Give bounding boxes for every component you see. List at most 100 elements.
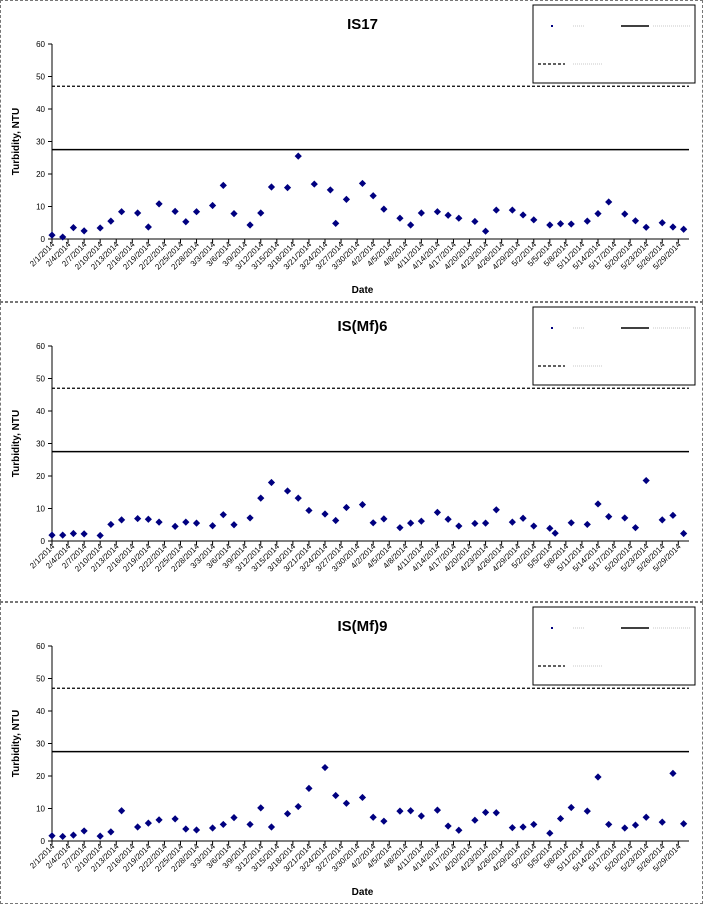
data-point bbox=[267, 478, 276, 487]
chart-title: IS(Mf)9 bbox=[338, 618, 388, 635]
data-point bbox=[208, 522, 217, 530]
data-point bbox=[642, 476, 650, 485]
data-point bbox=[680, 820, 688, 828]
data-point bbox=[69, 529, 78, 538]
data-point bbox=[342, 195, 351, 203]
data-point bbox=[230, 210, 238, 218]
chart-panel-ismf6: IS(Mf)6 0 10 20 30 40 50 60 Turbidity, NTU 2/1/20… bbox=[0, 302, 703, 602]
data-point bbox=[294, 494, 302, 502]
data-point bbox=[471, 217, 479, 226]
chart-title: IS(Mf)6 bbox=[338, 318, 388, 335]
data-point bbox=[69, 224, 78, 232]
data-point bbox=[144, 223, 152, 231]
data-point bbox=[332, 516, 340, 525]
data-point bbox=[117, 208, 126, 216]
data-point bbox=[556, 814, 565, 823]
x-axis-label: Date bbox=[352, 285, 374, 296]
data-point bbox=[283, 487, 292, 495]
data-point bbox=[444, 515, 452, 523]
data-point bbox=[621, 824, 629, 832]
data-point bbox=[326, 186, 334, 194]
data-point bbox=[380, 817, 388, 825]
data-point bbox=[246, 221, 254, 229]
data-point bbox=[658, 818, 666, 826]
data-point bbox=[380, 205, 388, 213]
y-tick-label: 20 bbox=[36, 472, 45, 481]
data-point bbox=[369, 192, 377, 200]
data-point bbox=[605, 198, 613, 206]
data-point bbox=[546, 221, 554, 229]
data-point bbox=[658, 219, 666, 227]
data-point bbox=[433, 508, 442, 516]
data-point bbox=[342, 799, 351, 807]
data-point bbox=[358, 179, 367, 188]
y-tick-label: 40 bbox=[36, 105, 45, 114]
data-point bbox=[621, 210, 629, 218]
data-point bbox=[59, 531, 67, 539]
data-point bbox=[144, 515, 152, 523]
data-point bbox=[171, 207, 179, 215]
data-point bbox=[134, 823, 142, 831]
data-point bbox=[369, 519, 377, 527]
data-point bbox=[208, 201, 217, 210]
data-point bbox=[481, 808, 490, 816]
data-point bbox=[455, 826, 463, 834]
data-point bbox=[631, 524, 640, 532]
data-point bbox=[492, 809, 500, 817]
data-point bbox=[669, 769, 677, 777]
data-point bbox=[107, 828, 115, 836]
y-axis-label: Turbidity, NTU bbox=[11, 410, 22, 477]
data-point bbox=[182, 825, 190, 833]
data-point bbox=[246, 514, 254, 522]
data-point bbox=[267, 183, 276, 191]
data-point bbox=[294, 152, 302, 160]
y-axis-label: Turbidity, NTU bbox=[11, 710, 22, 777]
data-point bbox=[567, 220, 575, 228]
y-tick-label: 50 bbox=[36, 73, 45, 82]
data-point bbox=[583, 217, 591, 225]
data-point bbox=[208, 824, 217, 832]
data-point bbox=[567, 803, 575, 812]
data-point bbox=[546, 524, 554, 532]
y-tick-label: 50 bbox=[36, 675, 45, 684]
data-point bbox=[117, 516, 126, 524]
data-point bbox=[182, 518, 190, 526]
data-point bbox=[80, 827, 88, 835]
data-point bbox=[321, 763, 329, 772]
data-point bbox=[508, 206, 516, 214]
data-point bbox=[321, 510, 329, 518]
y-tick-label: 40 bbox=[36, 407, 45, 416]
data-point bbox=[257, 209, 265, 217]
chart-title: IS17 bbox=[347, 16, 378, 33]
data-point bbox=[171, 522, 179, 530]
data-point bbox=[219, 511, 227, 519]
data-point bbox=[219, 181, 227, 189]
data-point bbox=[433, 208, 442, 216]
y-tick-label: 20 bbox=[36, 170, 45, 179]
y-tick-label: 40 bbox=[36, 707, 45, 716]
data-point bbox=[96, 832, 104, 840]
data-point bbox=[117, 807, 126, 815]
data-point bbox=[444, 211, 452, 219]
data-point bbox=[508, 518, 516, 526]
data-point bbox=[171, 815, 179, 823]
data-point bbox=[481, 519, 490, 527]
data-point bbox=[332, 791, 340, 800]
legend bbox=[532, 4, 696, 84]
data-point bbox=[396, 524, 404, 532]
data-point bbox=[283, 184, 292, 192]
data-point bbox=[605, 513, 613, 521]
data-point bbox=[658, 516, 666, 524]
data-point bbox=[267, 823, 276, 831]
data-point bbox=[144, 819, 152, 827]
data-point bbox=[471, 816, 479, 824]
data-point bbox=[380, 515, 388, 523]
data-point bbox=[134, 209, 142, 217]
data-point bbox=[192, 519, 201, 527]
data-point bbox=[96, 224, 104, 232]
data-point bbox=[642, 223, 650, 231]
y-tick-label: 30 bbox=[36, 138, 45, 147]
data-point bbox=[680, 529, 688, 538]
data-point bbox=[471, 519, 479, 528]
data-point bbox=[551, 529, 559, 537]
